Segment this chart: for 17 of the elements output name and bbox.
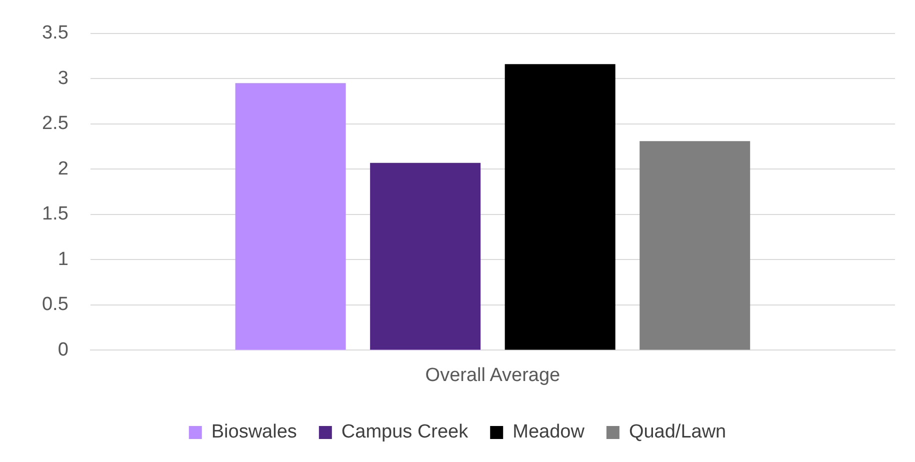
bar [370,162,481,350]
bar [235,83,346,350]
y-tick-label: 1.5 [42,204,68,225]
legend-label: Bioswales [211,422,297,443]
y-tick-label: 0.5 [42,294,68,316]
y-tick-label: 2.5 [42,113,68,134]
y-tick-label: 1 [58,248,68,270]
bar [504,64,616,350]
y-tick-label: 3 [58,68,68,89]
legend-label: Meadow [512,422,585,443]
y-tick-label: 2 [58,158,68,180]
y-tick-label: 0 [58,339,68,360]
bar [640,141,750,350]
x-tick-label: Overall Average [425,364,560,386]
y-tick-label: 3.5 [42,22,68,44]
legend-label: Quad/Lawn [628,422,726,443]
legend-label: Campus Creek [341,422,469,443]
